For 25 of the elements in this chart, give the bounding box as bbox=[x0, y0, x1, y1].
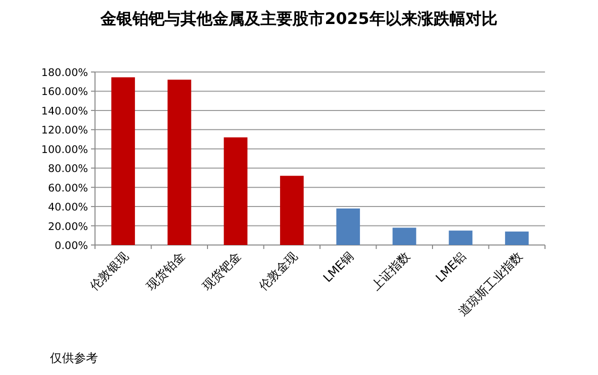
y-tick-label: 60.00% bbox=[48, 182, 88, 194]
y-tick-label: 160.00% bbox=[41, 86, 88, 98]
y-tick-label: 100.00% bbox=[41, 144, 88, 156]
bar bbox=[336, 208, 360, 245]
y-tick-label: 0.00% bbox=[54, 240, 88, 252]
chart-title: 金银铂钯与其他金属及主要股市2025年以来涨跌幅对比 bbox=[100, 9, 498, 28]
y-tick-label: 20.00% bbox=[48, 220, 88, 233]
x-tick-label: 上证指数 bbox=[368, 249, 412, 294]
y-tick-label: 40.00% bbox=[48, 202, 88, 214]
bar bbox=[111, 77, 135, 245]
bar bbox=[224, 137, 248, 245]
y-tick-label: 120.00% bbox=[41, 124, 88, 137]
bar bbox=[280, 176, 304, 245]
bar bbox=[505, 232, 529, 245]
x-tick-label: 现货钯金 bbox=[200, 249, 244, 294]
bar bbox=[448, 230, 472, 245]
x-tick-label: 现货铂金 bbox=[144, 249, 188, 294]
x-tick-label: 伦敦银现 bbox=[87, 249, 132, 294]
bar bbox=[168, 80, 192, 245]
y-tick-label: 80.00% bbox=[48, 163, 88, 176]
bar bbox=[392, 228, 416, 245]
text: 仅供参考 bbox=[50, 351, 98, 365]
y-tick-label: 140.00% bbox=[41, 105, 88, 118]
x-tick-label: 伦敦金现 bbox=[256, 249, 300, 294]
y-tick-label: 180.00% bbox=[41, 67, 88, 79]
